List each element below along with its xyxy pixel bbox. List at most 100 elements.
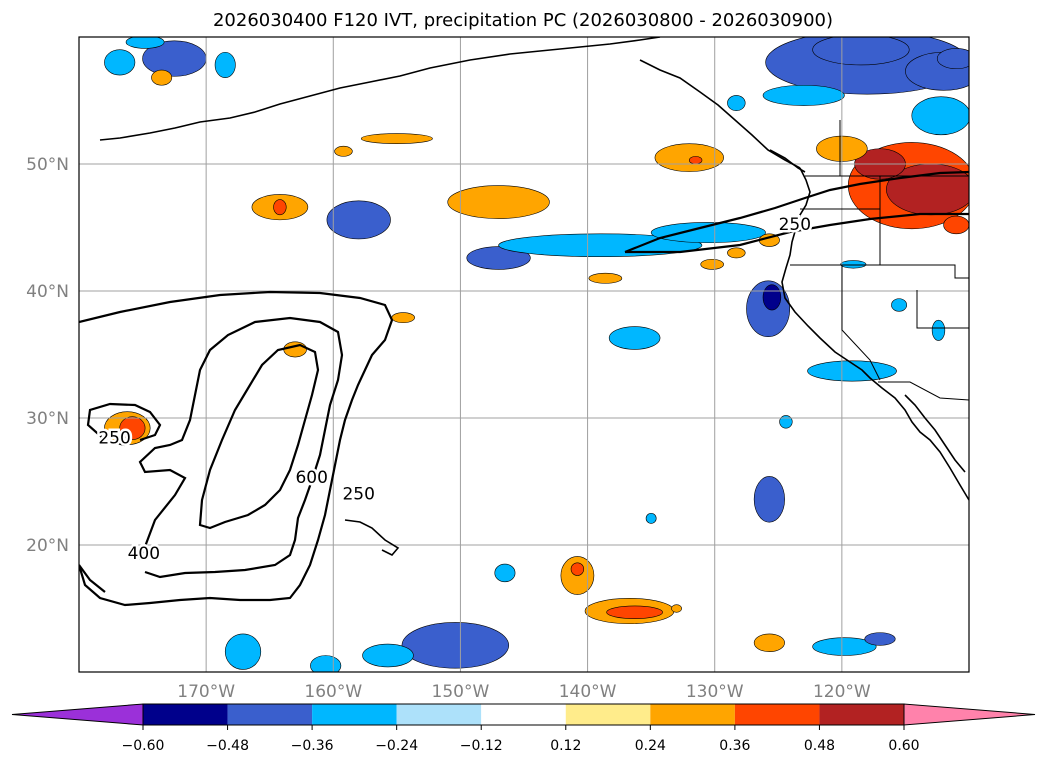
precip-region-25 <box>727 95 746 111</box>
precip-region-6 <box>608 326 661 350</box>
precip-region-28 <box>911 96 969 136</box>
colorbar-tick-label: 0.48 <box>804 738 835 754</box>
map-area: 250 250 400 600 250 <box>79 37 969 672</box>
precip-region-23 <box>214 51 236 78</box>
political-borders <box>790 120 969 401</box>
chart-title: 2026030400 F120 IVT, precipitation PC (2… <box>213 10 833 31</box>
border-us-mexico <box>878 381 969 401</box>
precip-region-47 <box>753 633 785 652</box>
precip-region-22 <box>104 49 136 76</box>
colorbar-segment-4 <box>481 704 566 725</box>
precip-region-24 <box>125 37 165 49</box>
precip-region-45 <box>606 605 663 619</box>
precip-region-8 <box>401 622 510 669</box>
colorbar-tick-label: −0.24 <box>375 738 418 754</box>
colorbar-tick-label: 0.12 <box>550 738 581 754</box>
colorbar-tick-label: −0.12 <box>460 738 503 754</box>
colorbar-tick-label: −0.48 <box>206 738 249 754</box>
colorbar-segment-7 <box>734 704 820 725</box>
precip-region-30 <box>812 37 910 66</box>
colorbar-segment-0 <box>143 704 228 725</box>
ivt-contour-400 <box>138 316 344 579</box>
colorbar-segment-5 <box>565 704 651 725</box>
lon-tick-label: 170°W <box>177 682 235 702</box>
colorbar <box>11 703 1036 726</box>
precip-region-46 <box>671 604 682 613</box>
colorbar-tick-label: 0.24 <box>635 738 666 754</box>
coastline-baja-interior <box>904 394 966 473</box>
map-frame <box>78 36 970 673</box>
ocean-background <box>79 37 969 672</box>
ivt-contour-600 <box>198 343 320 530</box>
lat-tick-label: 20°N <box>26 536 69 556</box>
precip-region-17 <box>891 298 907 312</box>
coastline-alaska-panhandle <box>639 59 801 169</box>
precip-region-15 <box>807 360 897 382</box>
precip-region-43 <box>570 562 585 576</box>
precip-region-38 <box>151 69 173 86</box>
ivt-contour-250-southwest-loop <box>86 402 162 447</box>
contour-label-4: 250 <box>779 215 811 235</box>
precip-region-13 <box>812 637 877 656</box>
precip-region-3 <box>650 222 766 244</box>
coastline-hawaii <box>344 519 400 556</box>
precip-region-18 <box>931 319 946 341</box>
contour-label-1: 250 <box>342 484 374 504</box>
colorbar-tick-label: −0.60 <box>122 738 165 754</box>
ivt-contour-250-east <box>624 170 969 254</box>
colorbar-segment-3 <box>396 704 482 725</box>
precip-region-12 <box>310 655 342 672</box>
lon-tick-label: 160°W <box>304 682 362 702</box>
precip-region-52 <box>727 247 746 259</box>
precipitation-layer <box>104 37 969 672</box>
lon-tick-label: 120°W <box>813 682 871 702</box>
precip-region-10 <box>494 563 516 583</box>
latitude-tick-labels: 20°N 30°N 40°N 50°N <box>26 155 69 556</box>
border-or-ca <box>790 264 969 279</box>
precip-region-31 <box>936 48 969 70</box>
longitude-tick-labels: 170°W 160°W 150°W 140°W 130°W 120°W <box>177 682 871 702</box>
precip-region-19 <box>779 415 793 429</box>
precip-region-51 <box>700 258 724 270</box>
precip-region-5 <box>762 284 782 311</box>
lat-tick-label: 40°N <box>26 282 69 302</box>
colorbar-extend-max <box>903 703 1036 726</box>
precip-region-37 <box>119 416 146 440</box>
precip-region-0 <box>326 200 391 240</box>
precip-region-34 <box>273 199 287 216</box>
contour-label-2: 400 <box>128 544 160 564</box>
colorbar-tick-label: −0.36 <box>291 738 334 754</box>
contour-label-3: 600 <box>295 468 327 488</box>
border-az <box>916 290 969 329</box>
precip-region-11 <box>224 633 262 670</box>
precip-region-27 <box>762 84 845 106</box>
precip-region-50 <box>588 272 623 284</box>
ivt-contour-250-east-lower <box>625 212 969 254</box>
ivt-contour-250-west <box>79 290 394 607</box>
precip-region-7 <box>753 476 785 523</box>
colorbar-segment-6 <box>650 704 735 725</box>
ivt-contour-250-loop <box>79 564 106 593</box>
gridlines <box>79 37 969 672</box>
colorbar-tick-label: 0.60 <box>888 738 919 754</box>
ivt-contours <box>79 170 969 607</box>
colorbar-extend-min <box>11 703 144 726</box>
precip-region-48 <box>654 143 724 172</box>
colorbar-segment-2 <box>312 704 397 725</box>
colorbar-segment-8 <box>819 704 904 725</box>
precip-region-20 <box>645 512 657 524</box>
precip-region-40 <box>334 145 353 157</box>
coastline-alaska <box>99 37 661 141</box>
precip-region-16 <box>840 260 867 269</box>
contour-label-0: 250 <box>98 428 130 448</box>
ivt-contour-labels: 250 250 400 600 250 <box>96 213 814 567</box>
colorbar-frame <box>142 703 905 726</box>
precip-region-32 <box>447 185 550 219</box>
precip-region-35 <box>283 341 307 358</box>
lon-tick-label: 130°W <box>686 682 744 702</box>
precip-region-14 <box>864 632 896 646</box>
precip-region-41 <box>391 312 415 324</box>
precip-region-49 <box>688 156 703 165</box>
colorbar-tick-labels: −0.60 −0.48 −0.36 −0.24 −0.12 0.12 0.24 0.36 0.4… <box>122 725 920 754</box>
